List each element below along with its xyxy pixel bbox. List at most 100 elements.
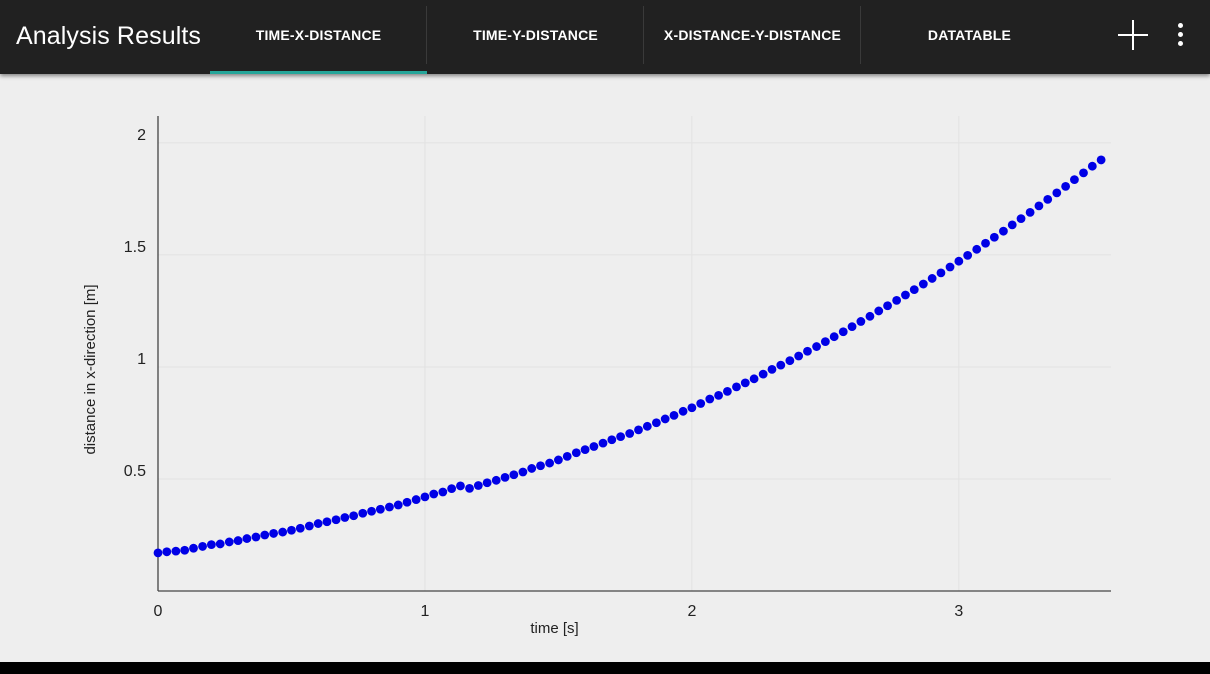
data-point	[367, 506, 376, 516]
tab-x-distance-y-distance[interactable]: X-DISTANCE-Y-DISTANCE	[644, 0, 861, 74]
data-point	[732, 382, 741, 392]
data-point	[749, 374, 759, 384]
data-point	[651, 418, 661, 428]
data-point	[625, 429, 635, 438]
data-point	[358, 508, 368, 518]
data-point	[171, 546, 181, 556]
data-point	[634, 425, 643, 435]
data-point	[972, 244, 982, 254]
data-point	[660, 414, 670, 424]
data-point	[865, 311, 875, 321]
y-axis-label: distance in x-direction [m]	[82, 284, 99, 454]
data-point	[402, 497, 412, 507]
data-point	[224, 537, 234, 547]
tab-label: X-DISTANCE-Y-DISTANCE	[663, 27, 842, 43]
data-point	[642, 421, 652, 431]
x-axis-label: time [s]	[530, 620, 578, 637]
data-point	[1034, 201, 1044, 211]
y-tick-label: 2	[137, 127, 146, 144]
data-point	[936, 268, 946, 278]
data-point	[589, 442, 599, 451]
data-point	[963, 250, 973, 260]
data-point	[820, 337, 830, 347]
data-points	[153, 155, 1106, 558]
data-point	[829, 332, 839, 342]
chart-area: 0 1 2 3 0.5 1 1.5 2 time [s] distance in x-dire…	[0, 74, 1210, 662]
data-point	[385, 502, 394, 512]
tab-divider	[426, 6, 427, 64]
data-point	[909, 285, 919, 295]
data-point	[269, 529, 278, 538]
data-point	[491, 475, 501, 485]
app-bar: Analysis Results TIME-X-DISTANCE TIME-Y-…	[0, 0, 1210, 74]
data-point	[989, 232, 999, 242]
app-title: Analysis Results	[16, 22, 201, 50]
tab-label: DATATABLE	[927, 27, 1012, 43]
data-point	[349, 511, 359, 521]
data-point	[722, 386, 732, 396]
data-point	[838, 327, 848, 337]
tab-time-x-distance[interactable]: TIME-X-DISTANCE	[210, 0, 427, 74]
data-point	[696, 399, 706, 408]
y-tick-label: 1.5	[124, 239, 146, 256]
data-point	[233, 536, 243, 545]
data-point	[1043, 194, 1053, 204]
data-point	[375, 504, 385, 514]
data-point	[999, 226, 1008, 236]
data-point	[447, 484, 457, 494]
data-point	[322, 517, 332, 527]
data-point	[616, 432, 626, 442]
data-point	[847, 322, 857, 332]
data-point	[313, 519, 323, 528]
tab-label: TIME-X-DISTANCE	[255, 27, 382, 43]
data-point	[767, 365, 777, 374]
tab-divider	[860, 6, 861, 64]
data-point	[776, 360, 786, 370]
data-point	[927, 274, 937, 283]
data-point	[554, 455, 563, 465]
data-point	[856, 317, 866, 326]
y-tick-label: 0.5	[124, 463, 146, 480]
bottom-bar	[0, 662, 1210, 674]
data-point	[429, 489, 439, 499]
data-point	[874, 306, 884, 316]
data-point	[251, 532, 261, 542]
data-point	[545, 458, 555, 468]
data-point	[518, 467, 528, 477]
data-point	[340, 513, 350, 522]
data-point	[669, 410, 679, 420]
data-point	[580, 445, 590, 455]
axes	[157, 116, 1111, 592]
x-tick-label: 2	[687, 603, 696, 620]
grid-lines	[157, 116, 1111, 591]
data-point	[180, 545, 190, 555]
data-point	[411, 495, 421, 504]
x-tick-label: 3	[954, 603, 963, 620]
tab-strip: TIME-X-DISTANCE TIME-Y-DISTANCE X-DISTAN…	[210, 0, 1078, 74]
data-point	[785, 356, 795, 366]
plus-icon[interactable]	[1116, 17, 1152, 53]
tab-selected-indicator	[210, 71, 427, 74]
tab-datatable[interactable]: DATATABLE	[861, 0, 1078, 74]
data-point	[758, 369, 768, 379]
data-point	[1070, 175, 1079, 185]
tab-time-y-distance[interactable]: TIME-Y-DISTANCE	[427, 0, 644, 74]
data-point	[278, 527, 288, 537]
data-point	[482, 478, 492, 488]
data-point	[571, 448, 581, 458]
data-point	[901, 290, 910, 300]
data-point	[198, 542, 207, 551]
data-point	[162, 547, 172, 557]
time-x-distance-chart: 0 1 2 3 0.5 1 1.5 2 time [s] distance in x-dire…	[82, 116, 1111, 637]
more-vert-icon[interactable]	[1168, 20, 1192, 50]
data-point	[1087, 161, 1097, 171]
data-point	[331, 515, 341, 525]
data-point	[500, 473, 510, 482]
data-point	[509, 470, 519, 480]
data-point	[295, 523, 305, 533]
data-point	[1052, 188, 1062, 198]
tick-labels: 0 1 2 3 0.5 1 1.5 2	[124, 127, 964, 620]
data-point	[678, 406, 688, 416]
data-point	[465, 483, 474, 493]
data-point	[473, 481, 483, 490]
